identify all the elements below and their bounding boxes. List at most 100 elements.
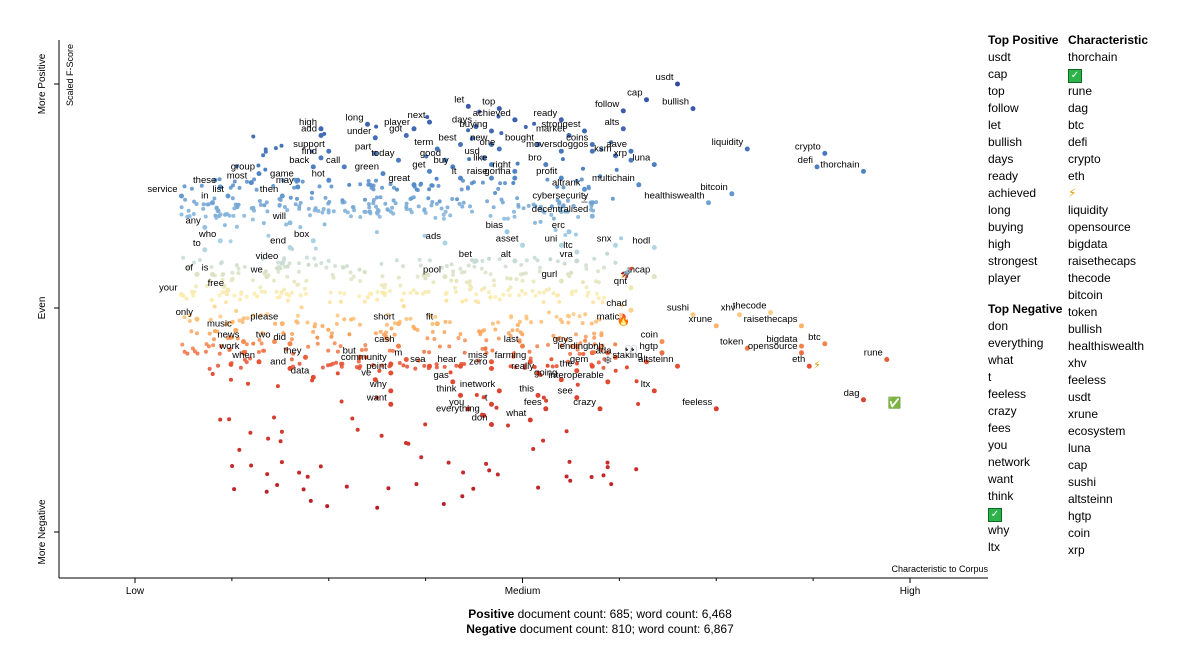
point-only[interactable] bbox=[194, 316, 200, 322]
point-let[interactable] bbox=[465, 103, 471, 109]
term-item[interactable]: long bbox=[988, 203, 1011, 217]
point-bias[interactable] bbox=[504, 229, 510, 235]
term-item[interactable]: xrune bbox=[1068, 407, 1099, 421]
point-great[interactable] bbox=[411, 182, 417, 188]
point-feeless[interactable] bbox=[713, 406, 719, 412]
point-matic[interactable] bbox=[620, 321, 626, 327]
point-bro[interactable] bbox=[543, 162, 549, 168]
term-item[interactable]: crypto bbox=[1068, 152, 1101, 166]
term-item[interactable]: t bbox=[988, 370, 992, 384]
point-this[interactable] bbox=[535, 392, 541, 398]
term-item[interactable]: feeless bbox=[1068, 373, 1107, 387]
term-item[interactable]: cap bbox=[1068, 458, 1088, 472]
point-xrp[interactable] bbox=[628, 157, 634, 163]
point-last[interactable] bbox=[520, 343, 525, 349]
term-item[interactable]: raisethecaps bbox=[1068, 254, 1137, 268]
point-fees[interactable] bbox=[543, 406, 549, 412]
point-data[interactable] bbox=[310, 374, 316, 380]
point-chad[interactable] bbox=[628, 307, 634, 313]
point-to[interactable] bbox=[202, 247, 208, 253]
point-get[interactable] bbox=[427, 168, 432, 174]
point-find[interactable] bbox=[318, 155, 324, 161]
term-item[interactable]: eth bbox=[1068, 169, 1085, 183]
point-then[interactable] bbox=[279, 193, 285, 199]
point-raisethecaps[interactable] bbox=[799, 323, 804, 329]
point-achieved[interactable] bbox=[512, 117, 518, 123]
point-most[interactable] bbox=[248, 180, 254, 186]
point-what[interactable] bbox=[527, 417, 533, 423]
point-rune[interactable] bbox=[884, 357, 890, 362]
point-end[interactable] bbox=[287, 245, 293, 250]
point-in[interactable] bbox=[210, 200, 215, 206]
point-today[interactable] bbox=[396, 157, 401, 163]
point-snx[interactable] bbox=[613, 242, 618, 248]
point-ltc[interactable] bbox=[574, 249, 580, 255]
point-please[interactable] bbox=[279, 321, 285, 327]
point-gonna[interactable] bbox=[512, 175, 518, 181]
point-and[interactable] bbox=[287, 366, 293, 371]
point-eth[interactable] bbox=[806, 363, 812, 369]
point-decentralised[interactable] bbox=[589, 213, 595, 219]
point-token[interactable] bbox=[744, 345, 750, 351]
point-term[interactable] bbox=[434, 146, 440, 152]
term-item[interactable]: top bbox=[988, 84, 1005, 98]
point-video[interactable] bbox=[279, 260, 285, 266]
term-item[interactable]: what bbox=[988, 353, 1014, 367]
term-item[interactable]: bigdata bbox=[1068, 237, 1108, 251]
point-we[interactable] bbox=[264, 274, 270, 280]
point-good[interactable] bbox=[442, 157, 448, 163]
term-item[interactable]: high bbox=[988, 237, 1011, 251]
point-green[interactable] bbox=[380, 171, 386, 177]
point-multichain[interactable] bbox=[636, 182, 642, 188]
point-list[interactable] bbox=[225, 193, 231, 199]
point-erc[interactable] bbox=[566, 229, 572, 235]
term-item[interactable]: liquidity bbox=[1068, 203, 1109, 217]
term-item[interactable]: don bbox=[988, 319, 1009, 333]
point-they[interactable] bbox=[303, 354, 308, 360]
point-hodl[interactable] bbox=[651, 245, 657, 250]
term-item[interactable]: ready bbox=[988, 169, 1019, 183]
point-cybersecurity[interactable] bbox=[589, 200, 595, 206]
point-doggos[interactable] bbox=[589, 148, 595, 154]
point-gurl[interactable] bbox=[558, 278, 564, 284]
point-xhv[interactable] bbox=[737, 312, 742, 318]
term-item[interactable]: opensource bbox=[1068, 220, 1131, 234]
point-cash[interactable] bbox=[396, 343, 401, 349]
point-news[interactable] bbox=[241, 339, 246, 345]
point-long[interactable] bbox=[365, 121, 370, 127]
term-item[interactable]: bullish bbox=[988, 135, 1023, 149]
point-game[interactable] bbox=[295, 177, 301, 183]
point-but[interactable] bbox=[357, 354, 363, 360]
point-support[interactable] bbox=[326, 148, 332, 154]
point-usdt[interactable] bbox=[675, 81, 680, 87]
term-item[interactable]: ⚡ bbox=[1068, 185, 1178, 202]
term-item[interactable]: ✓ bbox=[1068, 66, 1178, 83]
point-sushi[interactable] bbox=[690, 312, 696, 318]
point-asset[interactable] bbox=[520, 242, 525, 248]
point-ksm[interactable] bbox=[613, 153, 618, 159]
point-strongest[interactable] bbox=[582, 128, 587, 134]
point-will[interactable] bbox=[287, 220, 293, 226]
point-bitcoin[interactable] bbox=[729, 191, 735, 197]
point-don[interactable] bbox=[489, 422, 494, 427]
term-item[interactable]: ecosystem bbox=[1068, 424, 1126, 438]
point-really[interactable] bbox=[535, 370, 541, 376]
point-under[interactable] bbox=[372, 135, 378, 141]
point-mcap[interactable] bbox=[651, 274, 657, 280]
point-crazy[interactable] bbox=[597, 406, 603, 412]
term-item[interactable]: player bbox=[988, 271, 1021, 285]
point-t[interactable] bbox=[489, 401, 494, 407]
term-item[interactable]: xrp bbox=[1068, 543, 1085, 557]
point-coin[interactable] bbox=[659, 339, 665, 345]
point-qnt[interactable] bbox=[628, 285, 634, 291]
point-ada[interactable] bbox=[613, 354, 618, 360]
term-item[interactable]: healthiswealth bbox=[1068, 339, 1145, 353]
point-sea[interactable] bbox=[427, 363, 432, 369]
point-ve[interactable] bbox=[372, 377, 378, 383]
point-buy[interactable] bbox=[450, 164, 456, 170]
term-item[interactable]: hgtp bbox=[1068, 509, 1092, 523]
point-dag[interactable] bbox=[861, 397, 866, 403]
term-item[interactable]: everything bbox=[988, 336, 1044, 350]
point-two[interactable] bbox=[272, 339, 277, 345]
point-who[interactable] bbox=[217, 238, 223, 244]
